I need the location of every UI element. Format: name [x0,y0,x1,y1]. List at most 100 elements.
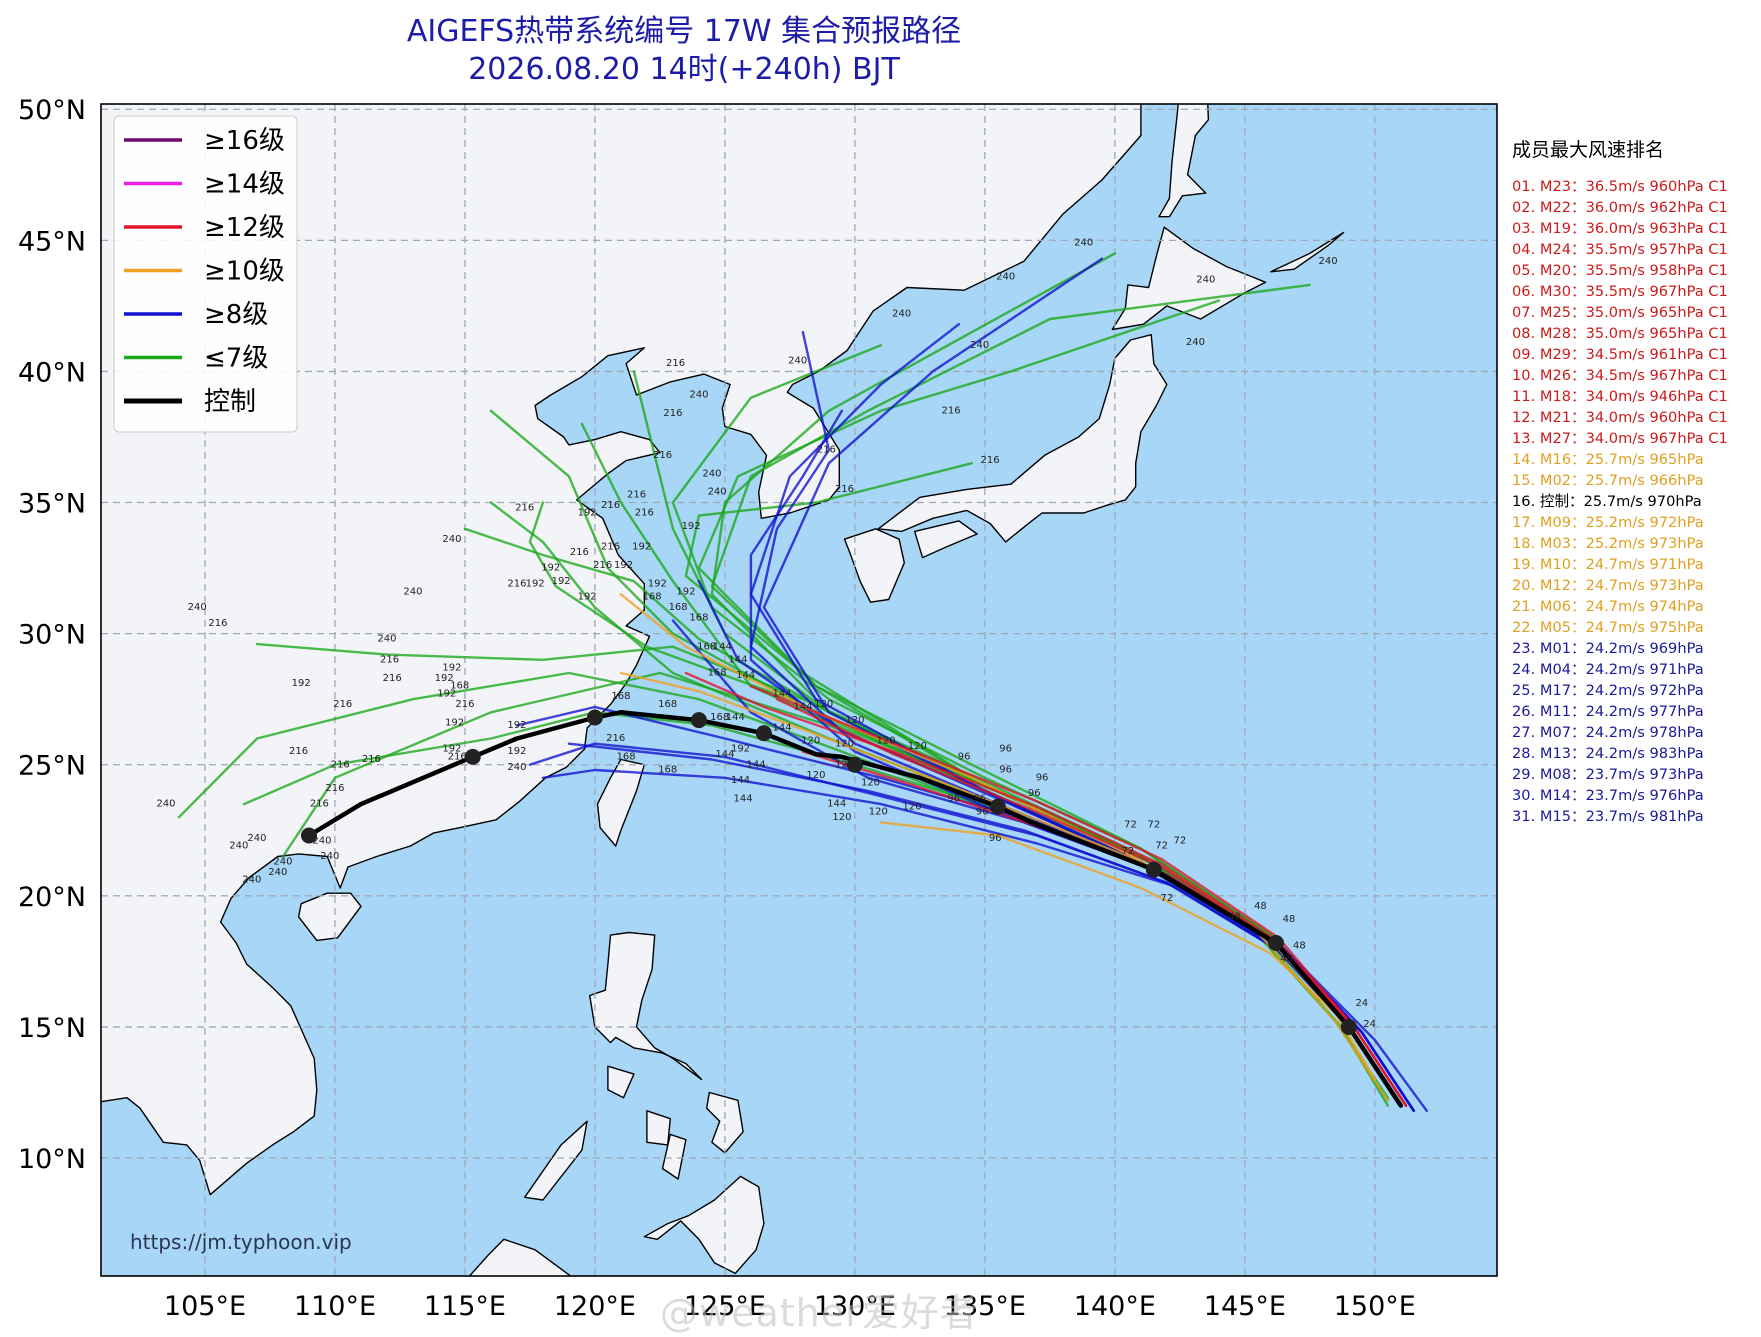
legend-label: ≥8级 [204,300,268,330]
hour-label: 240 [320,851,339,862]
hour-label: 144 [773,689,792,700]
lat-tick-label: 50°N [18,95,86,126]
ranking-panel: 成员最大风速排名 01. M23：36.5m/s 960hPa C1 02. M2… [1512,135,1752,827]
ranking-item: 23. M01：24.2m/s 969hPa [1512,640,1704,657]
ranking-item: 03. M19：36.0m/s 963hPa C1 [1512,220,1728,237]
hour-label: 192 [676,586,695,597]
sakhalin [1158,104,1210,218]
hour-label: 96 [989,833,1002,844]
hour-label: 120 [869,807,888,818]
ranking-item: 14. M16：25.7m/s 965hPa [1512,451,1704,468]
legend-label: 控制 [204,387,256,417]
hour-label: 144 [728,654,747,665]
hour-label: 48 [1293,940,1306,951]
hour-label: 240 [247,833,266,844]
ranking-item: 27. M07：24.2m/s 978hPa [1512,724,1704,741]
lat-tick-label: 45°N [18,226,86,257]
hour-label: 240 [1186,337,1205,348]
lon-tick-label: 115°E [424,1291,506,1322]
ranking-item: 08. M28：35.0m/s 965hPa C1 [1512,325,1728,342]
palawan [524,1120,588,1201]
hour-label: 216 [515,502,534,513]
hour-label: 216 [601,500,620,511]
lon-tick-label: 140°E [1074,1291,1156,1322]
asia-mainland [101,104,1142,1196]
hour-label: 216 [380,654,399,665]
source-url: https://jm.typhoon.vip [130,1230,352,1254]
lon-tick-labels: 105°E 110°E 115°E 120°E 125°E 130°E 135°E 140°E… [164,1291,1416,1322]
shikoku [914,520,978,559]
control-marker [846,756,863,773]
hour-label: 216 [448,751,467,762]
hour-label: 240 [273,856,292,867]
ranking-item: 15. M02：25.7m/s 966hPa [1512,472,1704,489]
hour-label: 144 [715,749,734,760]
hour-label: 216 [289,746,308,757]
hour-label: 48 [1280,953,1293,964]
hour-label: 120 [832,812,851,823]
watermark-text: @weather爱好者 [660,1291,979,1335]
legend-label: ≥12级 [204,213,285,243]
lon-tick-label: 145°E [1204,1291,1286,1322]
hour-label: 216 [606,733,625,744]
ranking-item: 24. M04：24.2m/s 971hPa [1512,661,1704,678]
hour-label: 216 [666,358,685,369]
hour-label: 120 [814,699,833,710]
control-marker [989,798,1006,815]
legend-label: ≥16级 [204,126,285,156]
map-subtitle: 2026.08.20 14时(+240h) BJT [468,52,900,87]
hour-label: 240 [188,602,207,613]
hour-label: 168 [710,712,729,723]
track-hour-labels: 240 240 240 240 240 240 240 240 216 240 216 216 216 2… [156,238,1376,1030]
kyushu [843,528,905,603]
hour-label: 168 [611,691,630,702]
ranking-title: 成员最大风速排名 [1512,139,1665,161]
lat-tick-label: 40°N [18,357,86,388]
hour-label: 216 [593,560,612,571]
hour-label: 168 [450,681,469,692]
hour-label: 72 [1160,893,1173,904]
ranking-item: 13. M27：34.0m/s 967hPa C1 [1512,430,1728,447]
ensemble-track [684,671,1408,1107]
mindoro [607,1065,635,1099]
hour-label: 192 [445,717,464,728]
hour-label: 240 [312,835,331,846]
hour-label: 216 [455,699,474,710]
lon-tick-label: 120°E [554,1291,636,1322]
hour-label: 24 [1363,1019,1376,1030]
lon-tick-label: 110°E [294,1291,376,1322]
hour-label: 240 [996,272,1015,283]
legend-label: ≥10级 [204,257,285,287]
hour-label: 240 [1318,256,1337,267]
hour-label: 216 [310,799,329,810]
hour-label: 144 [827,799,846,810]
hour-label: 216 [663,408,682,419]
ranking-item: 19. M10：24.7m/s 971hPa [1512,556,1704,573]
lat-tick-labels: 10°N 15°N 20°N 25°N 30°N 35°N 40°N 45°N 50°N [18,95,86,1175]
hour-label: 144 [726,712,745,723]
hour-label: 96 [1028,788,1041,799]
hour-label: 240 [442,534,461,545]
luzon [589,931,703,1081]
hour-label: 192 [682,521,701,532]
lat-tick-label: 20°N [18,882,86,913]
hour-label: 240 [970,340,989,351]
map-area: 240 240 240 240 240 240 240 240 216 240 216 216 216 2… [101,104,1497,1276]
ranking-item: 26. M11：24.2m/s 977hPa [1512,703,1704,720]
hour-label: 240 [702,468,721,479]
hour-label: 72 [1173,835,1186,846]
hour-label: 240 [708,487,727,498]
land-layer [101,104,1345,1276]
lat-tick-label: 25°N [18,751,86,782]
ranking-item: 28. M13：24.2m/s 983hPa [1512,745,1704,762]
hour-label: 96 [1036,772,1049,783]
lon-tick-label: 130°E [814,1291,896,1322]
hour-label: 216 [601,542,620,553]
hour-label: 96 [973,793,986,804]
hour-label: 144 [736,670,755,681]
control-marker [1268,935,1285,952]
lon-tick-label: 125°E [684,1291,766,1322]
hour-label: 96 [958,751,971,762]
ranking-item: 07. M25：35.0m/s 965hPa C1 [1512,304,1728,321]
